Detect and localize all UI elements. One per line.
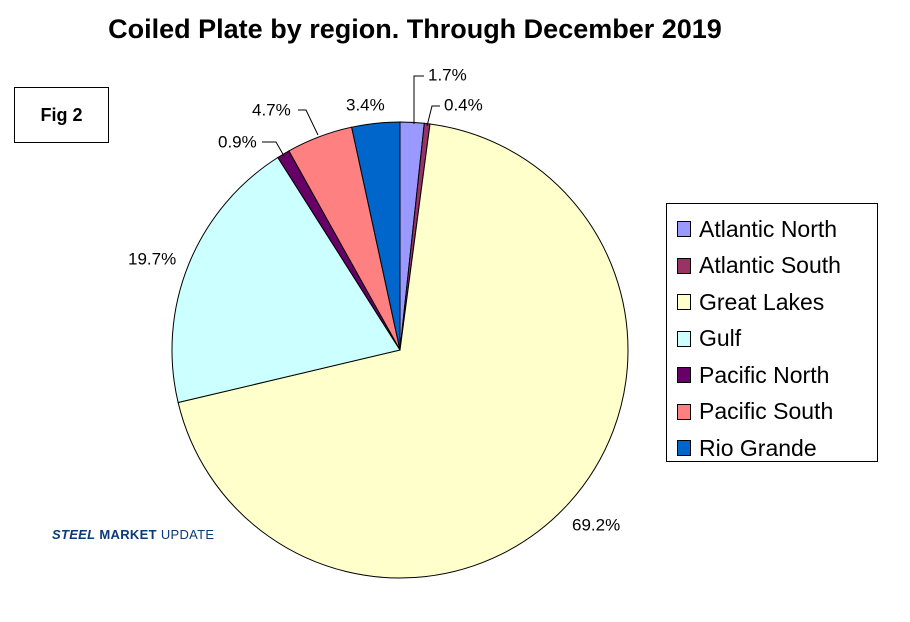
legend-label: Pacific South [699, 398, 834, 425]
logo-update: UPDATE [160, 527, 215, 542]
leader-line [413, 75, 424, 124]
data-label: 69.2% [572, 515, 620, 534]
pie-slice-great-lakes [177, 123, 629, 579]
logo-steel: STEEL [52, 527, 96, 542]
pie-slice-rio-grande [351, 121, 401, 351]
legend-swatch [677, 294, 691, 311]
leader-line [262, 141, 285, 157]
legend-item: Rio Grande [677, 430, 877, 467]
data-label: 19.7% [128, 249, 176, 268]
legend-label: Great Lakes [699, 288, 825, 315]
legend-item: Atlantic South [677, 248, 877, 285]
legend-swatch [677, 330, 691, 347]
data-label: 3.4% [346, 95, 385, 114]
legend-label: Atlantic South [699, 252, 841, 279]
legend-swatch [677, 257, 691, 274]
legend-item: Pacific South [677, 394, 877, 431]
legend-label: Pacific North [699, 361, 830, 388]
legend-swatch [677, 367, 691, 384]
data-label: 0.4% [444, 95, 483, 114]
legend-item: Pacific North [677, 357, 877, 394]
legend: Atlantic North Atlantic South Great Lake… [666, 203, 878, 462]
legend-item: Gulf [677, 321, 877, 358]
data-label: 1.7% [428, 65, 467, 84]
legend-swatch [677, 440, 691, 457]
legend-label: Atlantic North [699, 215, 838, 242]
figure-tag: Fig 2 [14, 87, 109, 143]
leader-line [298, 109, 319, 136]
steel-market-update-logo: STEEL MARKET UPDATE [52, 527, 214, 542]
logo-market: MARKET [99, 527, 157, 542]
legend-label: Rio Grande [699, 434, 817, 461]
legend-item: Great Lakes [677, 284, 877, 321]
legend-label: Gulf [699, 325, 742, 352]
chart-title: Coiled Plate by region. Through December… [108, 14, 722, 44]
legend-item: Atlantic North [677, 211, 877, 248]
leader-line [426, 105, 440, 127]
legend-swatch [677, 221, 691, 238]
pie-slice-gulf [171, 156, 401, 404]
data-label: 0.9% [218, 132, 257, 151]
legend-swatch [677, 403, 691, 420]
data-label: 4.7% [252, 100, 291, 119]
